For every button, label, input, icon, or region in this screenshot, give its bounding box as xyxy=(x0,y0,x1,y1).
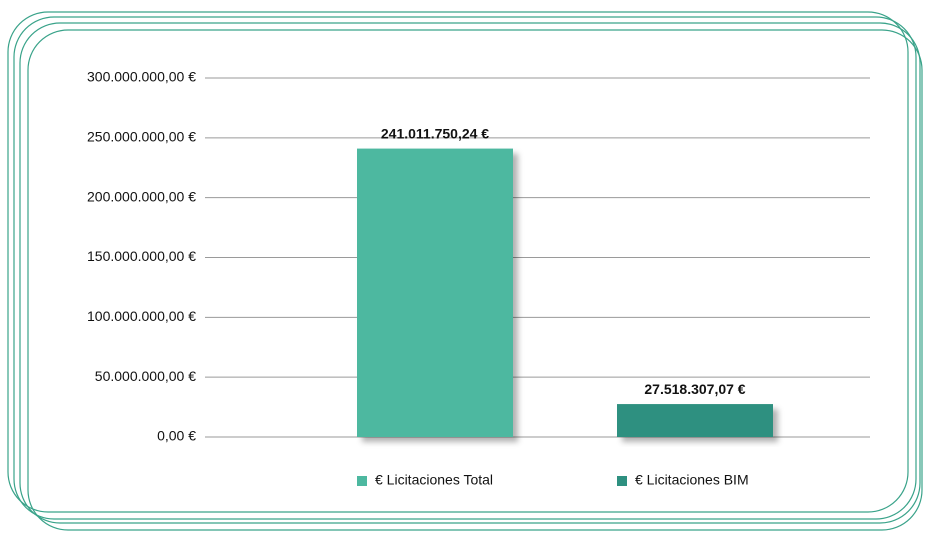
frame xyxy=(19,22,921,524)
frame xyxy=(13,16,917,520)
y-tick-label: 50.000.000,00 € xyxy=(95,368,196,384)
y-tick-label: 100.000.000,00 € xyxy=(87,308,196,324)
frame xyxy=(27,29,923,531)
legend-swatch xyxy=(357,476,367,486)
y-tick-label: 200.000.000,00 € xyxy=(87,188,196,204)
y-tick-label: 250.000.000,00 € xyxy=(87,129,196,145)
y-tick-label: 300.000.000,00 € xyxy=(87,69,196,85)
y-tick-label: 0,00 € xyxy=(157,428,196,444)
legend-swatch xyxy=(617,476,627,486)
legend-label: € Licitaciones Total xyxy=(375,472,493,488)
y-tick-label: 150.000.000,00 € xyxy=(87,248,196,264)
frame xyxy=(7,11,909,513)
bar xyxy=(357,148,513,437)
bar xyxy=(617,404,773,437)
legend-label: € Licitaciones BIM xyxy=(635,472,749,488)
value-label: 241.011.750,24 € xyxy=(381,125,489,141)
value-label: 27.518.307,07 € xyxy=(644,381,745,397)
